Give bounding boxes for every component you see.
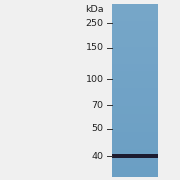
Bar (112, 162, 158, 164)
Bar (112, 147, 158, 149)
Bar (112, 175, 158, 177)
Bar (112, 140, 158, 143)
Bar (112, 166, 158, 169)
Bar (112, 119, 158, 121)
Bar (112, 4, 158, 6)
Bar (112, 8, 158, 10)
Bar (112, 4, 158, 177)
Bar (112, 17, 158, 19)
Bar (112, 93, 158, 95)
Bar (112, 86, 158, 88)
Bar (112, 36, 158, 38)
Bar (112, 154, 158, 158)
Bar (112, 130, 158, 132)
Text: 40: 40 (91, 152, 103, 161)
Bar (112, 21, 158, 23)
Bar (112, 69, 158, 71)
Bar (112, 71, 158, 73)
Bar (112, 40, 158, 43)
Bar (112, 75, 158, 77)
Bar (112, 101, 158, 103)
Bar (112, 123, 158, 125)
Bar (112, 12, 158, 14)
Bar (112, 67, 158, 69)
Bar (112, 103, 158, 106)
Bar (112, 110, 158, 112)
Bar (112, 82, 158, 84)
Bar (112, 151, 158, 153)
Bar (112, 125, 158, 127)
Bar (112, 38, 158, 40)
Bar (112, 56, 158, 58)
Bar (112, 169, 158, 171)
Bar (112, 73, 158, 75)
Bar (112, 164, 158, 166)
Bar (112, 145, 158, 147)
Bar (112, 53, 158, 56)
Bar (112, 51, 158, 53)
Bar (112, 138, 158, 140)
Text: 250: 250 (86, 19, 104, 28)
Text: 100: 100 (86, 75, 104, 84)
Bar (112, 136, 158, 138)
Bar (112, 88, 158, 90)
Bar (112, 84, 158, 86)
Bar (112, 6, 158, 8)
Bar (112, 127, 158, 130)
Bar (112, 90, 158, 93)
Bar (112, 14, 158, 17)
Text: 150: 150 (86, 43, 104, 52)
Bar (112, 132, 158, 134)
Bar (112, 173, 158, 175)
Bar (112, 49, 158, 51)
Bar (112, 112, 158, 114)
Bar (112, 23, 158, 25)
Bar (112, 45, 158, 47)
Bar (112, 108, 158, 110)
Bar (112, 143, 158, 145)
Bar (112, 34, 158, 36)
Bar (112, 62, 158, 64)
Bar (112, 116, 158, 119)
Bar (112, 47, 158, 49)
Bar (112, 32, 158, 34)
Bar (112, 171, 158, 173)
Bar (112, 10, 158, 12)
Bar (112, 160, 158, 162)
Text: 70: 70 (91, 101, 103, 110)
Bar (112, 28, 158, 30)
Bar (112, 121, 158, 123)
Text: kDa: kDa (85, 5, 103, 14)
Bar (112, 153, 158, 156)
Bar (112, 58, 158, 60)
Bar (112, 156, 158, 158)
Bar (112, 114, 158, 116)
Bar (112, 95, 158, 97)
Bar (112, 158, 158, 160)
Bar (112, 60, 158, 62)
Bar (112, 134, 158, 136)
Bar (112, 64, 158, 67)
Bar (112, 99, 158, 101)
Text: 50: 50 (91, 124, 103, 133)
Bar (112, 106, 158, 108)
Bar (112, 149, 158, 151)
Bar (112, 25, 158, 28)
Bar (112, 80, 158, 82)
Bar (112, 19, 158, 21)
Bar (112, 77, 158, 80)
Bar (112, 97, 158, 99)
Bar (112, 30, 158, 32)
Bar (112, 43, 158, 45)
